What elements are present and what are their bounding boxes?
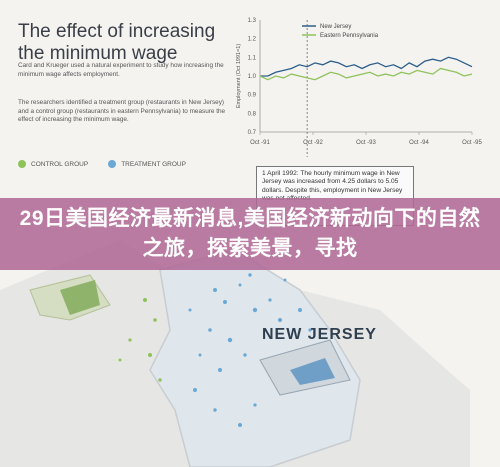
series-line-0	[260, 56, 473, 77]
series-line-1	[259, 67, 473, 81]
treatment-dot-icon	[108, 160, 117, 168]
group-legend: CONTROL GROUP TREATMENT GROUP	[18, 160, 186, 168]
new-jersey-map	[0, 240, 470, 467]
headline-banner: 29日美国经济最新消息,美国经济新动向下的自然之旅，探索美景，寻找	[0, 198, 500, 270]
x-tick-label: Oct -93	[356, 140, 376, 146]
intro-paragraph: Card and Krueger used a natural experime…	[18, 62, 224, 78]
legend-control-label: CONTROL GROUP	[31, 160, 89, 168]
y-tick-label: 1.3	[248, 18, 257, 24]
y-axis-label: Employment (Oct 1991=1)	[236, 44, 242, 109]
map-dots	[188, 273, 312, 427]
employment-chart: 1.3 1.2 1.1 1.0 0.9 0.8 0.7 Employment (Oct 199…	[236, 18, 482, 157]
control-dot-icon	[18, 160, 26, 168]
map-state-label: NEW JERSEY	[262, 326, 377, 343]
x-tick-label: Oct -91	[250, 140, 270, 146]
legend-treatment: TREATMENT GROUP	[108, 160, 186, 168]
legend-control: CONTROL GROUP	[18, 160, 88, 168]
y-tick-label: 0.8	[248, 111, 257, 117]
y-tick-label: 0.7	[248, 130, 257, 136]
pennsylvania-dots	[118, 298, 162, 382]
x-tick-label: Oct -92	[303, 140, 323, 146]
x-tick-label: Oct -95	[462, 140, 482, 146]
y-tick-label: 1.2	[248, 37, 257, 43]
x-tick-label: Oct -94	[409, 140, 429, 146]
legend-label-1: Eastern Pennsylvania	[320, 33, 379, 39]
y-tick-label: 0.9	[248, 93, 257, 99]
groups-paragraph: The researchers identified a treatment g…	[18, 99, 226, 123]
legend-treatment-label: TREATMENT GROUP	[121, 160, 186, 168]
legend-label-0: New Jersey	[320, 24, 351, 30]
y-tick-label: 1.0	[248, 74, 257, 80]
y-tick-label: 1.1	[248, 55, 257, 61]
article-heading: The effect of increasing the minimum wag…	[18, 20, 216, 64]
map-land	[0, 240, 470, 467]
headline-text: 29日美国经济最新消息,美国经济新动向下的自然之旅，探索美景，寻找	[19, 207, 481, 260]
